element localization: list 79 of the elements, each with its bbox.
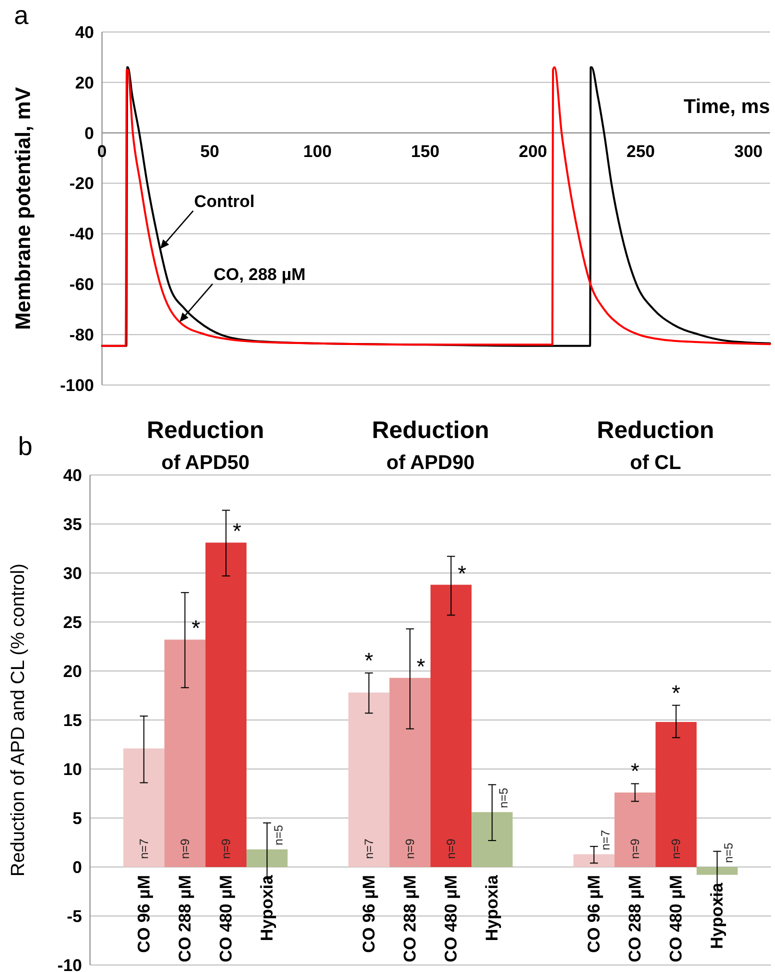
x-tick-label: 100: [303, 142, 332, 161]
text: CO 96 µM: [359, 875, 378, 953]
y-axis-title: Membrane potential, mV: [12, 87, 35, 330]
annotation: n=5: [272, 824, 286, 846]
chart-title: b: [18, 431, 32, 461]
x-tick-label: 300: [734, 142, 763, 161]
annotation: CO, 288 µM: [214, 264, 306, 284]
text: CO 96 µM: [134, 875, 154, 953]
annotation: n=9: [218, 838, 233, 859]
x-tick-label: Reduction of CL: [596, 417, 714, 474]
x-tick-label: 50: [200, 142, 220, 161]
bar: [573, 854, 614, 867]
bar: [614, 792, 656, 867]
y-tick-label: 5: [72, 808, 82, 828]
text: CO 288 µM: [626, 875, 645, 962]
text: CO 480 µM: [666, 875, 686, 962]
annotation: n=7: [362, 838, 376, 859]
annotation: n=9: [444, 838, 458, 859]
y-tick-label: -100: [60, 376, 94, 395]
y-tick-label: 15: [63, 710, 82, 730]
y-tick-label: 40: [75, 22, 94, 42]
annotation: n=9: [402, 838, 417, 859]
text: CO 288 µM: [175, 875, 194, 962]
x-tick-label: Reduction of APD50: [146, 417, 264, 474]
y-tick-label: 0: [84, 124, 94, 143]
y-tick-label: 35: [63, 514, 82, 534]
bar: [348, 692, 390, 867]
data-label: *: [458, 560, 467, 586]
y-tick-label: -60: [69, 275, 94, 294]
annotation: n=5: [496, 787, 511, 808]
text: CO 96 µM: [584, 875, 604, 953]
data-label: *: [192, 616, 201, 641]
y-tick-label: 10: [63, 760, 82, 779]
y-tick-label: 40: [63, 466, 82, 485]
annotation: n=5: [722, 842, 736, 863]
y-tick-label: -40: [69, 224, 94, 244]
annotation: n=9: [178, 838, 192, 859]
annotation: n=9: [628, 838, 642, 859]
y-tick-label: 20: [75, 73, 94, 92]
y-tick-label: 0: [72, 858, 82, 877]
bar: [696, 867, 738, 875]
annotation: n=7: [598, 830, 612, 850]
y-tick-label: 20: [63, 662, 82, 681]
y-tick-label: 30: [63, 564, 82, 583]
annotation: n=7: [136, 838, 151, 859]
x-tick-label: 150: [411, 142, 440, 161]
data-label: *: [672, 680, 681, 706]
data-label: *: [416, 654, 426, 679]
y-tick-label: 25: [63, 612, 82, 632]
data-label: *: [364, 648, 374, 673]
text: CO 480 µM: [216, 875, 236, 962]
y-tick-label: -5: [66, 906, 82, 926]
bar: [164, 640, 206, 867]
bar: [472, 812, 513, 867]
y-tick-label: -20: [69, 174, 94, 194]
x-axis-title: Time, ms: [684, 96, 770, 118]
bar: [205, 542, 247, 867]
bar: [656, 722, 697, 867]
data-label: *: [630, 758, 640, 784]
x-tick-label: 0: [97, 142, 107, 161]
text: CO 288 µM: [400, 875, 420, 962]
annotation: n=9: [669, 838, 684, 859]
x-tick-label: Reduction of APD90: [372, 417, 490, 474]
y-tick-label: -80: [69, 326, 94, 345]
chart-title: a: [14, 0, 29, 30]
text: Hypoxia: [708, 882, 727, 949]
annotation: Control: [194, 192, 255, 211]
bar: [246, 849, 288, 867]
bar: [389, 678, 430, 867]
x-tick-label: 200: [518, 142, 548, 161]
text: Hypoxia: [482, 875, 502, 942]
y-tick-label: -10: [57, 956, 82, 972]
bar: [430, 584, 472, 867]
bar: [123, 748, 164, 867]
text: Hypoxia: [258, 874, 277, 942]
text: CO 480 µM: [442, 875, 461, 962]
x-tick-label: 250: [626, 142, 655, 161]
data-label: *: [232, 518, 242, 544]
y-axis-title: Reduction of APD and CL (% control): [8, 564, 29, 876]
